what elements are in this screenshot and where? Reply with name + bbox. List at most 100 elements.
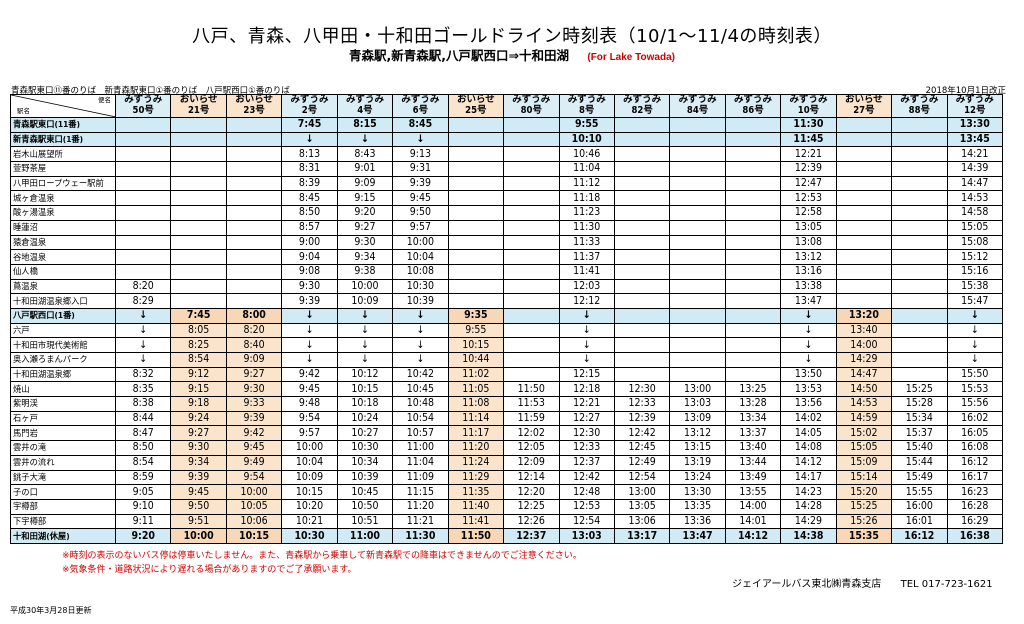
time-cell: 10:15 [336, 381, 394, 398]
time-cell: 14:05 [780, 425, 837, 442]
subtitle-english: (For Lake Towada) [587, 52, 675, 63]
time-cell: 13:35 [669, 498, 726, 515]
time-cell: 12:37 [558, 454, 615, 471]
timetable-row: 雲井の滝 8:50 9:30 9:45 10:00 10:30 11:00 11:20 12:0… [10, 440, 1004, 456]
time-cell [613, 322, 671, 339]
time-cell: 10:54 [392, 410, 449, 427]
time-cell: 12:18 [558, 381, 615, 398]
time-cell: 10:04 [392, 249, 449, 265]
time-cell: 9:55 [558, 117, 615, 133]
time-cell: 9:18 [170, 396, 227, 412]
time-cell: 9:48 [281, 396, 338, 412]
time-cell: 12:45 [613, 440, 671, 456]
time-cell [225, 249, 283, 265]
time-cell: 13:28 [724, 396, 782, 412]
timetable-row: 八甲田ロープウェー駅前 8:39 9:09 9:39 11:12 12:47 14:47 [10, 175, 1004, 192]
time-cell: 9:30 [336, 234, 394, 251]
stop-name: 雲井の流れ [10, 454, 116, 471]
revision-date: 2018年10月1日改正 [925, 86, 1006, 96]
time-cell [724, 249, 782, 265]
time-cell: 9:42 [225, 425, 283, 442]
company-tel: TEL 017-723-1621 [900, 579, 993, 590]
time-cell: ↓ [281, 337, 338, 353]
time-cell: 10:00 [336, 278, 394, 295]
time-cell [669, 117, 726, 133]
service-number: 84号 [686, 104, 709, 116]
time-cell [613, 161, 671, 177]
time-cell [447, 161, 505, 177]
time-cell [225, 263, 283, 280]
service-name: おいらせ [456, 94, 495, 105]
time-cell [170, 117, 227, 133]
stop-name: 睡蓮沼 [10, 219, 116, 236]
time-cell [724, 161, 782, 177]
time-cell [724, 146, 782, 163]
stop-name: 蔦温泉 [10, 278, 116, 295]
service-name: みずうみ [567, 94, 606, 105]
time-cell [669, 352, 726, 368]
time-cell: 9:31 [392, 161, 449, 177]
time-cell: ↓ [946, 352, 1004, 368]
timetable-row: 八戸駅西口(1番) ↓ 7:45 8:00 ↓ ↓ ↓ 9:35 ↓ ↓ 13:20 ↓ [10, 307, 1004, 324]
time-cell: 9:42 [281, 366, 338, 383]
time-cell: 11:20 [392, 498, 449, 515]
time-cell: 8:40 [225, 337, 283, 353]
time-cell: 10:09 [336, 293, 394, 309]
time-cell: 11:35 [447, 484, 505, 500]
timetable-row: 下宇樽部 9:11 9:51 10:06 10:21 10:51 11:21 11:41 12:… [10, 513, 1004, 530]
time-cell [669, 219, 726, 236]
time-cell [503, 366, 560, 383]
time-cell: 15:50 [946, 366, 1004, 383]
service-number: 82号 [631, 104, 653, 116]
time-cell: 10:39 [336, 469, 394, 486]
timetable-row: 雲井の流れ 8:54 9:34 9:49 10:04 10:34 11:04 11:24 12:… [10, 454, 1004, 471]
time-cell [891, 146, 948, 163]
time-cell: 9:20 [336, 205, 394, 221]
time-cell [891, 175, 948, 192]
time-cell [835, 293, 893, 309]
time-cell: 14:29 [780, 513, 837, 530]
time-cell: 8:50 [281, 205, 338, 221]
time-cell: 13:44 [724, 454, 782, 471]
time-cell: 14:29 [835, 352, 893, 368]
time-cell: 8:47 [114, 425, 172, 442]
time-cell: 12:48 [558, 484, 615, 500]
time-cell: 15:35 [835, 528, 893, 544]
service-column-header: おいらせ 23号 [225, 94, 283, 118]
time-cell: 8:39 [281, 175, 338, 192]
time-cell: 9:54 [225, 469, 283, 486]
time-cell: ↓ [558, 307, 615, 324]
update-date: 平成30年3月28日更新 [10, 606, 92, 615]
time-cell: 16:12 [946, 454, 1004, 471]
time-cell: 15:49 [891, 469, 948, 486]
time-cell: 10:30 [392, 278, 449, 295]
service-name: みずうみ [734, 94, 773, 105]
time-cell: 12:27 [558, 410, 615, 427]
time-cell: 11:33 [558, 234, 615, 251]
time-cell: 11:24 [447, 454, 505, 471]
time-cell: 14:47 [946, 175, 1004, 192]
time-cell: 11:50 [503, 381, 560, 398]
time-cell: 15:16 [946, 263, 1004, 280]
stop-name: 石ヶ戸 [10, 410, 116, 427]
time-cell: 12:53 [780, 190, 837, 207]
time-cell: 8:43 [336, 146, 394, 163]
time-cell [170, 249, 227, 265]
time-cell [891, 263, 948, 280]
time-cell: 15:05 [835, 440, 893, 456]
timetable-row: 馬門岩 8:47 9:27 9:42 9:57 10:27 10:57 11:17 12:02 1… [10, 425, 1004, 442]
time-cell: 9:39 [170, 469, 227, 486]
time-cell: 14:08 [780, 440, 837, 456]
time-cell: 10:50 [336, 498, 394, 515]
timetable-row: 六戸 ↓ 8:05 8:20 ↓ ↓ ↓ 9:55 ↓ ↓ 13:40 ↓ [10, 322, 1004, 339]
time-cell [225, 131, 283, 148]
stop-name: 馬門岩 [10, 425, 116, 442]
time-cell [447, 219, 505, 236]
time-cell: ↓ [336, 352, 394, 368]
time-cell: 9:49 [225, 454, 283, 471]
time-cell: 9:51 [170, 513, 227, 530]
time-cell: 9:57 [392, 219, 449, 236]
time-cell [503, 352, 560, 368]
service-name: みずうみ [678, 94, 717, 105]
time-cell [503, 307, 560, 324]
